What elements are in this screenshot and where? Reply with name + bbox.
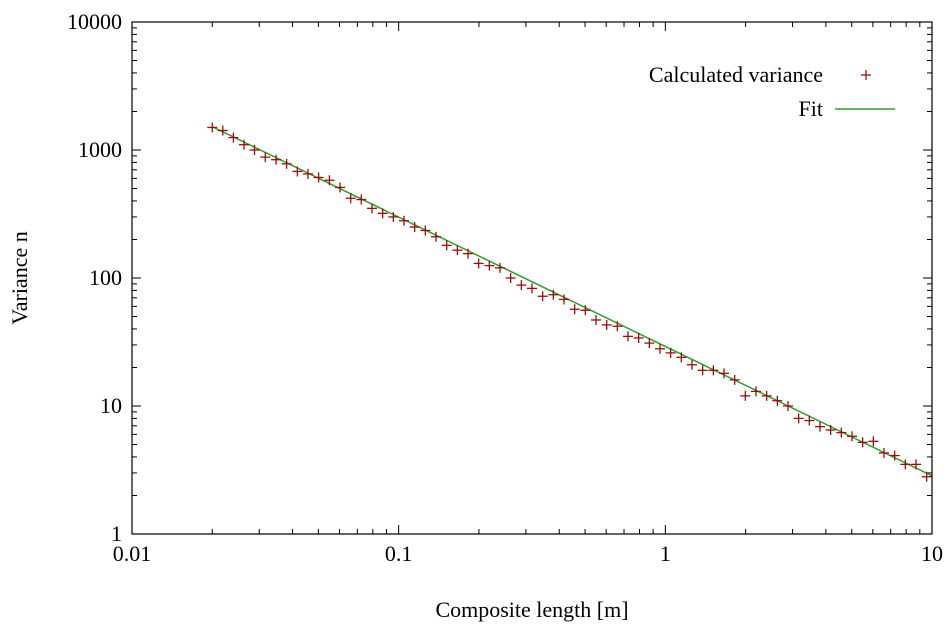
data-point — [271, 154, 282, 165]
data-point — [569, 304, 580, 315]
data-point — [751, 386, 762, 397]
data-point — [548, 289, 559, 300]
data-point — [665, 347, 676, 358]
fit-line-path — [211, 126, 933, 477]
data-point — [409, 222, 420, 233]
data-point — [281, 158, 292, 169]
data-point — [388, 211, 399, 222]
data-point — [430, 231, 441, 242]
data-point — [292, 166, 303, 177]
x-tick-label: 0.1 — [385, 541, 413, 566]
data-point — [398, 215, 409, 226]
data-point — [921, 471, 932, 482]
data-point — [559, 294, 570, 305]
data-point — [366, 203, 377, 214]
data-point — [815, 421, 826, 432]
data-point — [697, 365, 708, 376]
data-point — [687, 359, 698, 370]
data-point — [729, 374, 740, 385]
data-point — [345, 193, 356, 204]
fit-line — [211, 126, 933, 477]
data-point — [708, 365, 719, 376]
data-point — [228, 132, 239, 143]
data-point — [782, 401, 793, 411]
data-point — [516, 280, 527, 291]
data-point — [644, 338, 655, 349]
data-point — [249, 145, 260, 155]
legend-label-calculated-variance: Calculated variance — [649, 62, 823, 87]
legend: Calculated variance Fit — [649, 62, 895, 121]
data-point — [526, 283, 537, 294]
legend-marker-plus — [861, 70, 871, 80]
data-point — [377, 208, 388, 219]
data-point — [217, 125, 228, 136]
data-point — [868, 436, 879, 447]
axes — [131, 21, 933, 535]
x-axis-label: Composite length [m] — [435, 597, 628, 622]
x-tick-label: 0.01 — [113, 541, 152, 566]
data-point — [676, 352, 687, 363]
data-point — [420, 225, 431, 236]
y-tick-label: 1 — [111, 521, 122, 546]
data-point — [825, 424, 836, 435]
data-point — [452, 245, 463, 256]
data-point — [761, 390, 772, 401]
data-point — [911, 459, 922, 470]
data-point — [505, 273, 516, 283]
data-point — [601, 319, 612, 330]
data-point — [847, 431, 858, 442]
data-point — [495, 262, 506, 273]
plot-frame — [131, 21, 933, 535]
data-point — [857, 437, 868, 448]
y-axis-label: Variance n — [7, 231, 32, 324]
data-point — [335, 182, 346, 193]
data-point — [537, 291, 548, 302]
legend-label-fit: Fit — [799, 96, 823, 121]
x-tick-label: 10 — [921, 541, 943, 566]
data-point — [441, 240, 452, 251]
data-point — [889, 450, 900, 461]
data-point — [633, 332, 644, 343]
y-tick-label: 100 — [89, 265, 122, 290]
data-points — [207, 122, 932, 482]
data-point — [740, 390, 751, 401]
data-point — [302, 168, 313, 179]
data-point — [356, 194, 367, 205]
data-point — [590, 314, 601, 325]
data-point — [324, 175, 335, 186]
data-point — [900, 459, 911, 470]
data-point — [580, 305, 591, 316]
data-point — [463, 248, 474, 259]
data-point — [612, 321, 623, 332]
data-point — [655, 343, 666, 354]
data-point — [313, 172, 324, 183]
data-point — [772, 395, 783, 406]
data-point — [484, 260, 495, 271]
y-tick-label: 10 — [100, 393, 122, 418]
data-point — [473, 258, 484, 269]
tick-labels: 0.01 0.1 1 10 1 10 100 1000 10000 — [67, 9, 943, 566]
data-point — [207, 122, 218, 133]
data-point — [836, 427, 847, 438]
frame-layer — [131, 21, 933, 535]
data-point — [879, 447, 890, 458]
data-point — [793, 413, 804, 424]
data-point — [260, 152, 271, 163]
data-point — [238, 139, 249, 150]
data-point — [719, 368, 730, 379]
data-point — [804, 415, 815, 426]
y-tick-label: 10000 — [67, 9, 122, 34]
data-point — [622, 331, 633, 342]
x-tick-label: 1 — [660, 541, 671, 566]
y-tick-label: 1000 — [78, 137, 122, 162]
